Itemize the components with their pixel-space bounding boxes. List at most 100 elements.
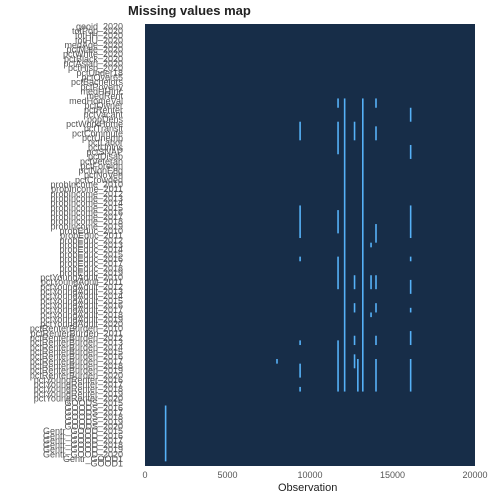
y-tick-label: totHH_2020 bbox=[75, 31, 123, 41]
y-tick-label: pctWorkHome bbox=[66, 119, 123, 129]
y-tick-label: probEduc_2011 bbox=[60, 231, 123, 241]
y-tick-label: GOODS_2017 bbox=[64, 407, 123, 417]
y-tick-label: pctRenterBurden_2010 bbox=[30, 324, 123, 334]
y-tick-label: pctNoVeh bbox=[84, 170, 123, 180]
missing-segment bbox=[370, 275, 372, 290]
missing-segment bbox=[409, 107, 412, 122]
missing-segment bbox=[299, 205, 301, 239]
y-tick-label: GOODS_2015 bbox=[64, 398, 123, 408]
missing-segment bbox=[409, 205, 412, 239]
y-tick-label: pctLabor bbox=[88, 138, 123, 148]
y-tick-label: pctRenterBurden_2018 bbox=[30, 361, 123, 371]
y-tick-label: pctPoverty bbox=[80, 82, 123, 92]
missing-segments bbox=[164, 98, 412, 462]
y-tick-label: probEduc_2018 bbox=[59, 263, 123, 273]
y-tick-label: pctUnder18 bbox=[76, 68, 123, 78]
y-tick-label: pctHisp_2020 bbox=[68, 63, 123, 73]
y-tick-label: pctAsian_2020 bbox=[63, 59, 123, 69]
y-tick-label: GOODS_2019 bbox=[64, 417, 123, 427]
x-tick-label: 10000 bbox=[297, 470, 322, 480]
x-tick-label: 0 bbox=[142, 470, 147, 480]
missing-segment bbox=[409, 331, 412, 346]
missing-segment bbox=[370, 312, 372, 318]
y-tick-label: pctRenterBurden_2014 bbox=[30, 342, 123, 352]
x-axis-label: Observation bbox=[278, 482, 338, 494]
x-tick-label: 20000 bbox=[462, 470, 487, 480]
x-tick-label: 5000 bbox=[217, 470, 237, 480]
y-tick-label: pctYoungAdult_2015 bbox=[40, 296, 123, 306]
missing-segment bbox=[353, 335, 356, 346]
y-tick-label: GOODS_2016 bbox=[64, 403, 123, 413]
y-tick-label: pctYoungAdult_2019 bbox=[40, 314, 123, 324]
y-tick-label: probEduc_2019 bbox=[59, 268, 123, 278]
missing-segment bbox=[337, 340, 339, 392]
y-tick-label: pctForeign bbox=[80, 161, 123, 171]
y-tick-label: GOODS_2020 bbox=[64, 421, 123, 431]
y-tick-label: probIncome_2016 bbox=[50, 207, 123, 217]
missing-segment bbox=[362, 98, 364, 392]
y-tick-label: Gentr_GOOD_2018 bbox=[43, 440, 123, 450]
y-tick-label: pctYoungAdult_2017 bbox=[40, 305, 123, 315]
y-tick-label: probEduc_2010 bbox=[59, 226, 123, 236]
y-tick-label: Gentr_GOOD1 bbox=[63, 454, 123, 464]
y-tick-label: medHHInc bbox=[80, 86, 123, 96]
missing-segment bbox=[299, 256, 301, 262]
y-tick-label: pctRenterBurden_2015 bbox=[30, 347, 123, 357]
y-tick-label: pctDisab bbox=[88, 152, 123, 162]
y-tick-label: pctRenterBurden_2013 bbox=[30, 338, 123, 348]
y-tick-label: pctYoungRenter_2016 bbox=[34, 375, 123, 385]
y-tick-label: probEduc_2017 bbox=[59, 259, 123, 269]
y-tick-label: GOODS_2018 bbox=[64, 412, 123, 422]
y-tick-label: pctTransit bbox=[84, 124, 124, 134]
y-tick-label: pctYoungAdult_2013 bbox=[40, 287, 123, 297]
y-tick-label: popDens bbox=[87, 114, 124, 124]
y-tick-label: probIncome_2019 bbox=[50, 221, 123, 231]
y-tick-label: pctUnins bbox=[88, 142, 124, 152]
y-tick-label: probIncome_2011 bbox=[51, 184, 123, 194]
chart-title: Missing values map bbox=[128, 3, 251, 18]
y-tick-label: pctSNAP bbox=[86, 147, 123, 157]
y-tick-label: probEduc_2015 bbox=[59, 249, 123, 259]
missing-segment bbox=[337, 256, 339, 290]
y-tick-label: pctCommute bbox=[72, 128, 123, 138]
y-tick-label: probEduc_2013 bbox=[59, 240, 123, 250]
y-tick-label: pctNonEng bbox=[78, 166, 123, 176]
y-tick-label: pctBlack_2020 bbox=[64, 54, 123, 64]
y-tick-label: pctYoungAdult_2014 bbox=[40, 291, 123, 301]
y-tick-label: probIncome_2015 bbox=[50, 203, 123, 213]
y-tick-label: probIncome_2010 bbox=[50, 180, 123, 190]
missing-segment bbox=[353, 275, 356, 290]
y-tick-label: pctRenterBurden_2012 bbox=[30, 333, 123, 343]
missing-segment bbox=[375, 98, 377, 108]
missing-segment bbox=[409, 279, 412, 294]
y-tick-label: medAge_2020 bbox=[64, 40, 123, 50]
x-tick-labels: 0 5000 10000 15000 20000 bbox=[142, 470, 487, 480]
y-tick-label: probEduc_2014 bbox=[59, 245, 123, 255]
y-tick-label: pctVacant bbox=[84, 110, 124, 120]
y-tick-label: medRent bbox=[86, 91, 123, 101]
y-tick-label: pctYoungRenter_2020 bbox=[34, 394, 123, 404]
missing-segment bbox=[299, 386, 301, 392]
missing-segment bbox=[353, 121, 356, 141]
y-tick-label: pctRenterBurden_2016 bbox=[30, 352, 123, 362]
y-tick-label: pctWhite_2020 bbox=[63, 49, 123, 59]
y-tick-label: pctUnemp bbox=[82, 133, 123, 143]
y-tick-label: pctYoungRenter_2017 bbox=[34, 380, 123, 390]
y-tick-label: probIncome_2018 bbox=[50, 217, 123, 227]
missing-segment bbox=[299, 121, 301, 141]
y-tick-label: probIncome_2017 bbox=[50, 212, 123, 222]
missing-segment bbox=[299, 340, 301, 346]
missing-segment bbox=[375, 224, 377, 243]
y-tick-label: pctRenter bbox=[84, 105, 123, 115]
missing-segment bbox=[164, 405, 167, 462]
y-tick-label: pctYoungAdult_2018 bbox=[40, 310, 123, 320]
y-tick-label: pctRenterBurden_2011 bbox=[31, 328, 123, 338]
y-tick-label: totHU_2020 bbox=[75, 35, 123, 45]
y-tick-label: probEduc_2016 bbox=[59, 254, 123, 264]
missing-segment bbox=[353, 354, 356, 369]
y-tick-label: probIncome_2013 bbox=[50, 193, 123, 203]
y-tick-label: pctVeteran bbox=[80, 156, 123, 166]
y-tick-label: pctRenterBurden_2019 bbox=[30, 366, 123, 376]
missing-segment bbox=[337, 210, 339, 234]
